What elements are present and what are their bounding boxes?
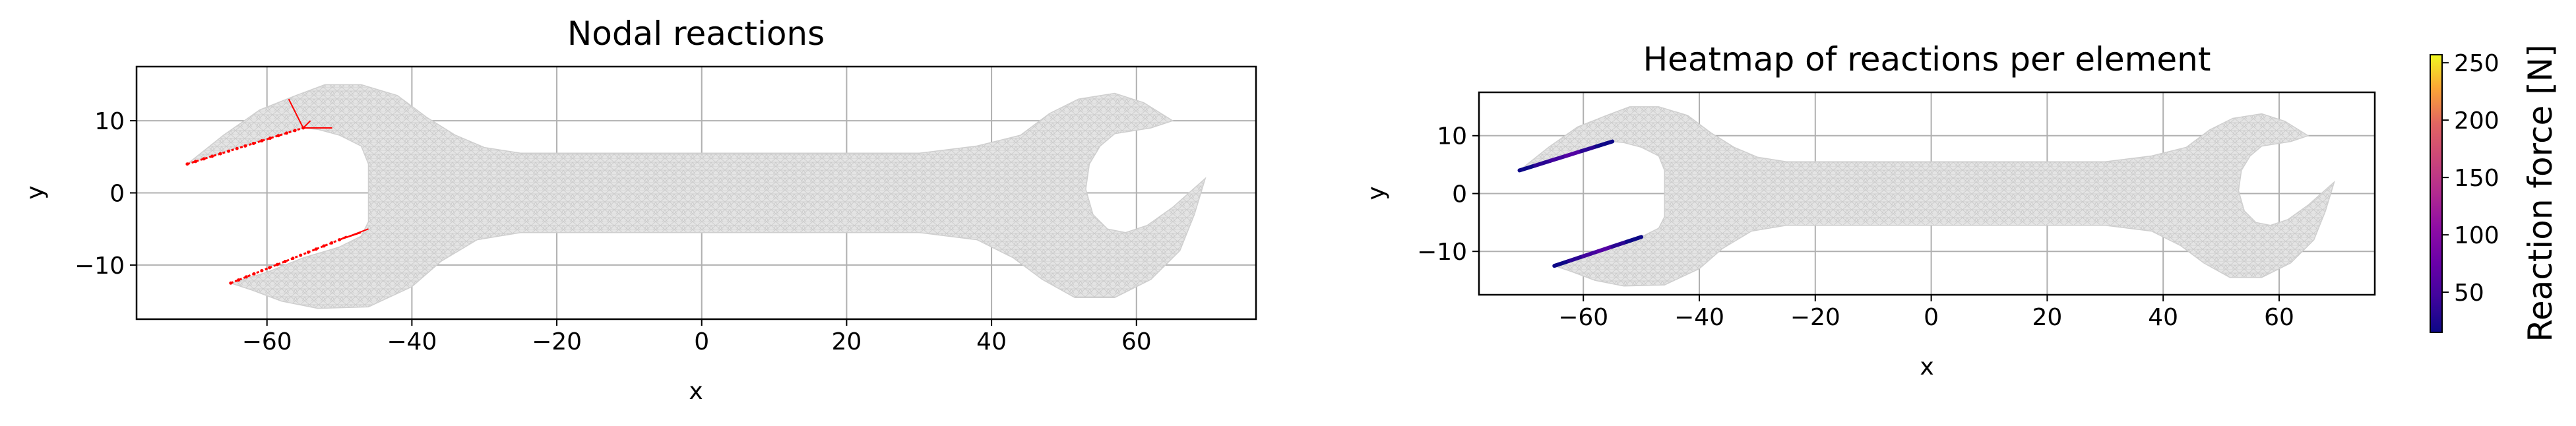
y-tick-label: −10 [1417, 239, 1467, 266]
x-tick-label: 40 [976, 328, 1007, 355]
colorbar-ticks: 50 100 150 200 250 [2442, 50, 2499, 307]
x-tick-label: −20 [1790, 304, 1840, 331]
reaction-node [293, 129, 297, 133]
reaction-node [285, 131, 289, 135]
y-tick-label: 10 [1437, 123, 1467, 150]
x-tick-label: 20 [832, 328, 862, 355]
reaction-node [268, 137, 272, 140]
colorbar-tick-label: 50 [2454, 280, 2484, 307]
reaction-node [306, 250, 310, 254]
reaction-node [235, 146, 239, 150]
chart-title: Heatmap of reactions per element [1643, 40, 2211, 78]
colorbar-label: Reaction force [N] [2521, 44, 2560, 342]
reaction-arrow [339, 228, 369, 241]
reaction-node [268, 266, 272, 270]
x-tick-label: 40 [2148, 304, 2178, 331]
element-heat-segment [1579, 144, 1599, 154]
reaction-node [275, 262, 279, 266]
reaction-markers [185, 98, 369, 285]
colorbar-tick-label: 100 [2454, 222, 2499, 249]
x-tick-label: 60 [2264, 304, 2294, 331]
reaction-node [227, 149, 231, 153]
y-axis-label: y [22, 185, 49, 199]
y-tick-label: 0 [110, 180, 125, 207]
element-heat-segment [1563, 149, 1584, 158]
reaction-heatmap-chart: Heatmap of reactions per element −60 −40−… [1363, 40, 2376, 380]
reaction-node [252, 272, 256, 276]
colorbar-gradient [2430, 54, 2443, 333]
reaction-node [291, 257, 295, 260]
colorbar-tick-label: 200 [2454, 107, 2499, 135]
x-tick-label: −40 [387, 328, 437, 355]
reaction-node [229, 281, 233, 285]
element-heat-segment [1552, 259, 1571, 268]
reaction-arrow [288, 98, 304, 129]
y-tick-label: −10 [75, 253, 125, 280]
reaction-node [251, 141, 255, 145]
element-heat-segment [1567, 254, 1586, 263]
reaction-node [260, 139, 264, 143]
reaction-node [322, 244, 326, 248]
reaction-node [260, 269, 264, 273]
x-tick-label: −40 [1674, 304, 1724, 331]
x-axis-label: x [1920, 353, 1933, 380]
y-ticks: −10 0 10 [75, 108, 137, 280]
y-tick-label: 10 [94, 108, 125, 135]
y-ticks: −10 0 10 [1417, 123, 1479, 266]
element-heat-segment [1548, 154, 1568, 163]
colorbar-tick-label: 250 [2454, 50, 2499, 77]
reaction-node [218, 152, 222, 156]
x-tick-label: 0 [694, 328, 709, 355]
element-heat-segment [1594, 139, 1615, 148]
reaction-node [202, 157, 206, 161]
colorbar-tick-label: 150 [2454, 165, 2499, 192]
x-tick-label: −60 [1558, 304, 1608, 331]
colorbar: 50 100 150 200 250 Reaction force [N] [2430, 44, 2560, 342]
chart-title: Nodal reactions [567, 15, 825, 53]
x-tick-label: −60 [242, 328, 292, 355]
reaction-node [185, 162, 189, 166]
wrench-mesh [1519, 106, 2335, 287]
x-axis-label: x [689, 378, 703, 405]
reaction-node [299, 253, 303, 257]
reaction-node [243, 144, 247, 148]
element-heat-segment [1596, 244, 1615, 254]
reaction-arrow [302, 120, 311, 129]
reaction-node [283, 259, 287, 263]
x-tick-label: 20 [2032, 304, 2062, 331]
y-axis-label: y [1363, 186, 1390, 200]
x-tick-label: 60 [1121, 328, 1152, 355]
x-tick-label: −20 [532, 328, 582, 355]
reaction-node [314, 247, 318, 251]
element-heat-segment [1581, 249, 1600, 259]
element-heat-segment [1532, 158, 1553, 168]
x-tick-label: 0 [1924, 304, 1939, 331]
x-ticks: −60 −40 −20 0 20 40 60 [242, 319, 1152, 355]
reaction-node [330, 241, 334, 245]
element-heat-lines [1517, 139, 1644, 268]
element-heat-segment [1610, 239, 1629, 249]
reaction-node [276, 134, 280, 138]
reaction-node [210, 154, 214, 158]
nodal-reactions-chart: Nodal reactions −60 −40 −20 0 20 40 60 −10010 … [22, 15, 1257, 405]
reaction-line [230, 239, 340, 284]
x-ticks: −60 −40 −20 0 20 40 60 [1558, 295, 2294, 331]
y-tick-label: 0 [1452, 181, 1467, 208]
wrench-mesh [187, 84, 1207, 309]
reaction-node [193, 160, 197, 164]
element-heat-segment [1517, 164, 1537, 173]
reaction-node [237, 278, 241, 282]
element-heat-segment [1625, 235, 1644, 244]
reaction-node [244, 275, 248, 279]
